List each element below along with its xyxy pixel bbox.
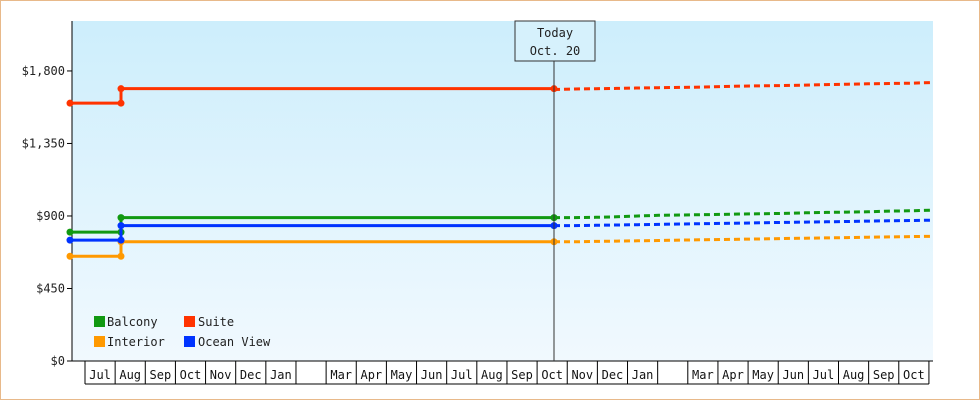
month-label: Oct	[180, 368, 202, 382]
month-label: Mar	[330, 368, 352, 382]
month-label: Jun	[782, 368, 804, 382]
series-forecast-ocean-view	[554, 218, 932, 228]
y-tick-label: $1,350	[22, 136, 65, 150]
legend: Balcony Suite Interior Ocean View	[94, 315, 271, 349]
month-label: Dec	[602, 368, 624, 382]
legend-label-suite: Suite	[198, 315, 234, 329]
month-label: Sep	[150, 368, 172, 382]
month-label: Jan	[632, 368, 654, 382]
series-lines	[66, 81, 932, 260]
month-label: Nov	[210, 368, 232, 382]
series-history-interior	[70, 240, 554, 258]
y-axis: $0 $450 $900 $1,350 $1,800	[22, 21, 73, 368]
today-date: Oct. 20	[530, 44, 581, 58]
legend-swatch-ocean-view	[184, 336, 195, 347]
series-forecast-suite	[553, 81, 932, 91]
today-box	[514, 20, 596, 62]
series-point-interior	[117, 252, 125, 260]
month-label: Jan	[270, 368, 292, 382]
series-forecast-interior	[554, 234, 932, 244]
series-point-interior	[66, 252, 74, 260]
series-point-suite	[117, 99, 125, 107]
month-label: Oct	[541, 368, 563, 382]
month-label: Jul	[451, 368, 473, 382]
month-label: May	[391, 368, 413, 382]
month-label: Aug	[843, 368, 865, 382]
y-tick-label: $0	[51, 354, 65, 368]
y-tick-label: $900	[36, 209, 65, 223]
series-history-suite	[70, 87, 554, 105]
series-point-ocean-view	[66, 236, 74, 244]
y-tick-label: $1,800	[22, 64, 65, 78]
x-axis: Jul Aug Sep Oct Nov Dec Jan Mar Apr May Jun Jul Aug S…	[72, 360, 933, 385]
month-label: Aug	[119, 368, 141, 382]
month-label: Apr	[722, 368, 744, 382]
legend-label-balcony: Balcony	[107, 315, 158, 329]
month-label: Dec	[240, 368, 262, 382]
month-label: Oct	[903, 368, 925, 382]
series-point-balcony	[117, 214, 125, 222]
legend-label-interior: Interior	[107, 335, 165, 349]
y-tick-label: $450	[36, 281, 65, 295]
legend-swatch-suite	[184, 316, 195, 327]
month-label: Mar	[692, 368, 714, 382]
month-label: Apr	[360, 368, 382, 382]
today-marker: Today Oct. 20	[514, 20, 596, 361]
series-point-ocean-view	[117, 236, 125, 244]
legend-swatch-balcony	[94, 316, 105, 327]
month-label: Sep	[873, 368, 895, 382]
series-point-suite	[66, 99, 74, 107]
month-label: Aug	[481, 368, 503, 382]
month-label: Jul	[813, 368, 835, 382]
today-label: Today	[537, 26, 573, 40]
series-history-ocean-view	[70, 224, 554, 242]
legend-label-ocean-view: Ocean View	[198, 335, 271, 349]
month-label: May	[752, 368, 774, 382]
series-point-suite	[117, 85, 125, 93]
legend-swatch-interior	[94, 336, 105, 347]
month-label: Nov	[571, 368, 593, 382]
plot-area	[72, 21, 933, 361]
series-forecast-balcony	[554, 208, 932, 220]
month-label: Sep	[511, 368, 533, 382]
series-point-ocean-view	[117, 222, 125, 230]
series-point-balcony	[66, 228, 74, 236]
month-label: Jun	[421, 368, 443, 382]
month-label: Jul	[89, 368, 111, 382]
